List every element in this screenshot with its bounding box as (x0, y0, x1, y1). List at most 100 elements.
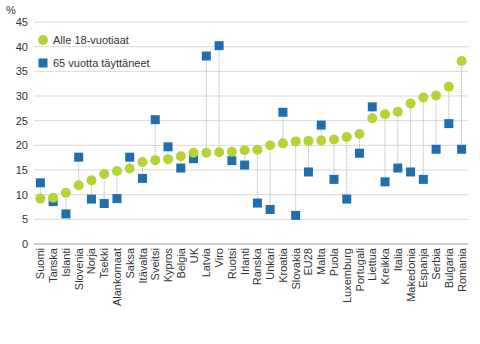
point (99, 169, 109, 179)
connector (155, 120, 156, 160)
point (355, 129, 365, 139)
point (368, 102, 377, 111)
y-tick-label: 35 (16, 65, 28, 77)
point (406, 98, 416, 108)
point (138, 157, 148, 167)
point (380, 109, 390, 119)
grid-line (34, 96, 468, 97)
point (112, 194, 121, 203)
point (418, 92, 428, 102)
x-tick-label: Slovenia (73, 247, 85, 290)
point (316, 135, 326, 145)
point (329, 175, 338, 184)
chart-container: 051015202530354045%SuomiTanskaIslantiSlo… (0, 0, 480, 344)
point (202, 52, 211, 61)
x-tick-label: Tsekki (98, 248, 110, 279)
x-tick-label: Romania (456, 247, 468, 292)
x-tick-label: Viro (213, 248, 225, 267)
grid-line (34, 194, 468, 195)
connector (423, 97, 424, 179)
x-tick-label: Liettua (366, 247, 378, 281)
x-tick-label: Espanja (417, 247, 429, 288)
x-tick-label: Ranska (251, 247, 263, 285)
point (444, 119, 453, 128)
point (87, 195, 96, 204)
point (265, 140, 275, 150)
point (215, 41, 224, 50)
point (355, 149, 364, 158)
point (176, 151, 186, 161)
point (304, 167, 313, 176)
point (432, 145, 441, 154)
x-tick-label: Alankomaat (111, 248, 123, 306)
point (227, 156, 236, 165)
x-tick-label: EU28 (302, 248, 314, 276)
connector (206, 56, 207, 153)
point (163, 154, 173, 164)
point (100, 199, 109, 208)
point (125, 164, 135, 174)
point (342, 195, 351, 204)
y-tick-label: 10 (16, 189, 28, 201)
x-tick-label: Saksa (124, 247, 136, 278)
legend-marker (39, 59, 48, 68)
point (164, 142, 173, 151)
point (61, 188, 71, 198)
x-tick-label: Itävalta (137, 247, 149, 283)
y-tick-label: 0 (22, 238, 28, 250)
x-tick-label: Belgia (175, 247, 187, 278)
point (381, 177, 390, 186)
x-tick-label: Puola (328, 247, 340, 276)
grid-line (34, 219, 468, 220)
legend-marker (38, 35, 48, 45)
connector (346, 137, 347, 199)
x-tick-label: Norja (85, 247, 97, 274)
x-tick-label: Italia (392, 247, 404, 271)
y-tick-label: 40 (16, 41, 28, 53)
x-tick-label: Slovakia (290, 247, 302, 289)
x-tick-label: Kroatia (277, 247, 289, 283)
x-tick-label: Tanska (47, 247, 59, 283)
legend-swatch (38, 35, 48, 45)
point (278, 108, 287, 117)
x-tick-label: Irlanti (239, 248, 251, 275)
legend-label: 65 vuotta täyttäneet (53, 57, 150, 69)
point (189, 148, 199, 158)
point (406, 167, 415, 176)
connector (461, 61, 462, 149)
point (253, 199, 262, 208)
grid-line (34, 22, 468, 23)
y-tick-label: 30 (16, 90, 28, 102)
point (150, 155, 160, 165)
point (291, 211, 300, 220)
point (214, 147, 224, 157)
plot-marks (35, 41, 466, 220)
x-tick-label: Portugali (354, 248, 366, 291)
x-tick-label: Islanti (60, 248, 72, 277)
point (393, 107, 403, 117)
point (342, 132, 352, 142)
legend-label: Alle 18-vuotiaat (53, 34, 129, 46)
point (176, 164, 185, 173)
point (86, 175, 96, 185)
x-tick-label: Serbia (430, 247, 442, 280)
point (444, 82, 454, 92)
x-tick-label: Sveitsi (149, 248, 161, 280)
point (278, 138, 288, 148)
point (291, 136, 301, 146)
grid-line (34, 120, 468, 121)
x-tick-label: Kypros (162, 248, 174, 283)
x-tick-label: Ruotsi (226, 248, 238, 279)
point (266, 205, 275, 214)
grid-line (34, 46, 468, 47)
point (61, 209, 70, 218)
point (138, 174, 147, 183)
y-tick-label: 20 (16, 139, 28, 151)
point (457, 145, 466, 154)
grid-line (34, 145, 468, 146)
grid-line (34, 170, 468, 171)
connector (219, 46, 220, 153)
connector (410, 103, 411, 172)
chart: 051015202530354045%SuomiTanskaIslantiSlo… (0, 0, 480, 344)
point (317, 121, 326, 130)
